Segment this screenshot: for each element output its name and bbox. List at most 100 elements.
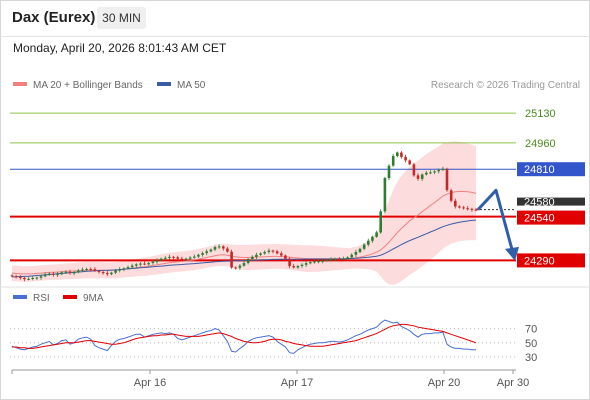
- candle-body: [350, 254, 353, 258]
- candle-body: [52, 273, 55, 275]
- candle-body: [242, 263, 246, 266]
- candle-body: [412, 164, 416, 176]
- candle-body: [97, 271, 101, 273]
- candle-body: [201, 253, 204, 255]
- candle-body: [470, 208, 474, 210]
- forecast-path: [476, 188, 516, 258]
- candle-body: [118, 269, 121, 271]
- level-labels: 25130 24960 24810 24580 24540 24290: [517, 108, 585, 268]
- level-label-pivot: 24810: [524, 164, 555, 176]
- candle-body: [130, 265, 134, 268]
- candle-body: [400, 152, 403, 157]
- candle-body: [14, 276, 18, 278]
- candle-body: [188, 257, 192, 259]
- candle-body: [172, 256, 175, 258]
- candle-body: [168, 256, 171, 258]
- candle-body: [309, 262, 312, 264]
- candle-body: [375, 232, 378, 237]
- candle-body: [85, 268, 88, 270]
- candle-body: [89, 268, 92, 270]
- candle-body: [27, 278, 30, 280]
- candle-body: [416, 175, 420, 179]
- x-tick-label: Apr 16: [134, 377, 166, 389]
- timeframe-button[interactable]: 30 MIN: [97, 7, 146, 29]
- candle-body: [267, 250, 271, 252]
- ma9-label: 9MA: [83, 293, 104, 304]
- candle-body: [362, 244, 366, 249]
- candle-body: [379, 211, 382, 233]
- candle-body: [288, 258, 291, 267]
- candle-body: [458, 206, 461, 208]
- candle-body: [205, 251, 208, 254]
- candle-body: [387, 165, 391, 178]
- legend-ma50: MA 50: [157, 80, 205, 91]
- rsi-tick-label: 70: [525, 324, 537, 336]
- candle-body: [346, 257, 349, 259]
- ma50-line: [11, 219, 477, 278]
- candle-body: [284, 255, 287, 259]
- candle-body: [300, 264, 304, 266]
- candle-body: [155, 260, 159, 262]
- x-axis: Apr 16 Apr 17 Apr 20 Apr 30: [11, 369, 529, 389]
- ma20-line: [11, 191, 477, 275]
- candle-body: [317, 261, 320, 263]
- rsi-tick-label: 50: [525, 338, 537, 350]
- candle-body: [383, 178, 387, 212]
- candle-body: [292, 266, 295, 268]
- candle-body: [213, 247, 217, 250]
- candle-body: [445, 168, 449, 191]
- candle-body: [48, 273, 51, 275]
- candle-body: [43, 274, 47, 277]
- candle-body: [259, 253, 262, 255]
- candle-body: [176, 257, 179, 259]
- candle-body: [246, 259, 250, 263]
- candle-body: [19, 277, 22, 279]
- candle-body: [110, 272, 113, 275]
- candle-body: [209, 249, 213, 252]
- candle-body: [342, 258, 345, 260]
- candle-body: [143, 263, 146, 265]
- candle-body: [338, 258, 341, 260]
- candle-body: [396, 152, 399, 156]
- candle-body: [255, 254, 258, 257]
- candle-body: [321, 260, 324, 262]
- level-label-resistance: 25130: [525, 108, 556, 120]
- legend-9ma: 9MA: [63, 293, 104, 304]
- candle-body: [358, 248, 362, 253]
- candle-body: [420, 174, 424, 179]
- candle-body: [77, 270, 80, 273]
- candle-body: [371, 236, 374, 241]
- candle-body: [275, 251, 279, 254]
- candle-body: [126, 267, 130, 269]
- rsi-swatch: [13, 295, 27, 300]
- candle-body: [139, 263, 142, 265]
- candle-body: [64, 271, 68, 273]
- instrument-title: Dax (Eurex): [12, 9, 96, 26]
- candle-body: [93, 269, 97, 271]
- candle-body: [354, 252, 358, 255]
- level-tag-current: [517, 197, 585, 206]
- candle-body: [296, 266, 300, 268]
- credit-text: Research © 2026 Trading Central: [430, 80, 580, 91]
- candle-body: [164, 257, 167, 259]
- candle-body: [72, 272, 76, 274]
- candle-body: [230, 251, 233, 268]
- candle-body: [114, 270, 117, 273]
- ma50-swatch: [157, 82, 171, 87]
- level-label-support: 24540: [524, 213, 555, 225]
- candle-body: [222, 246, 225, 249]
- candle-body: [325, 260, 329, 262]
- level-label-current: 24580: [524, 197, 555, 209]
- rsi-tick-label: 30: [525, 352, 537, 364]
- candle-body: [10, 275, 14, 277]
- candle-body: [429, 172, 432, 174]
- legend-ma20: MA 20 + Bollinger Bands: [13, 80, 143, 91]
- candle-body: [31, 278, 34, 279]
- candle-body: [404, 156, 407, 161]
- candle-body: [280, 253, 283, 256]
- candle-body: [234, 267, 237, 269]
- candle-body: [106, 273, 109, 275]
- moving-averages: [11, 191, 477, 278]
- forecast-arrow: [476, 188, 519, 261]
- candle-body: [151, 261, 155, 263]
